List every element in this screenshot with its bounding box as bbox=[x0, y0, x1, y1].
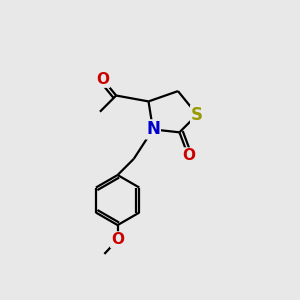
Text: N: N bbox=[146, 120, 160, 138]
Text: S: S bbox=[191, 106, 203, 124]
Text: O: O bbox=[96, 72, 110, 87]
Text: O: O bbox=[111, 232, 124, 247]
Text: O: O bbox=[182, 148, 195, 164]
